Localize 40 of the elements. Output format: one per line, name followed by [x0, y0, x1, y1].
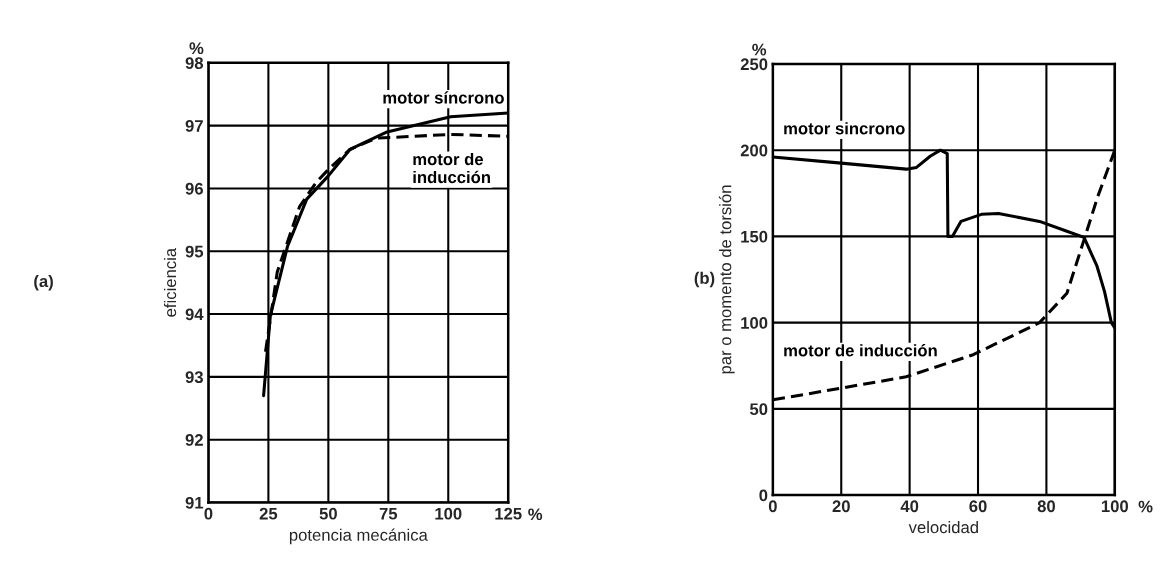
- x-axis-title: velocidad: [908, 521, 978, 534]
- text: (a): [34, 274, 53, 291]
- series-label: motor síncrono: [383, 91, 504, 104]
- y-tick-label: 50: [749, 403, 768, 416]
- y-tick-label: 97: [185, 120, 203, 132]
- x-tick-label: 0: [204, 507, 213, 520]
- x-tick-label: 125: [495, 507, 522, 520]
- y-axis-title: par o momento de torsión: [718, 185, 735, 374]
- text: %: [189, 42, 204, 55]
- y-tick-label: 91: [185, 496, 204, 509]
- series-label: motor sincrono: [784, 122, 905, 135]
- y-tick-label: 200: [740, 144, 768, 157]
- text: %: [752, 43, 767, 56]
- x-tick-label: 60: [969, 500, 987, 513]
- x-tick-label: 100: [1101, 500, 1129, 513]
- y-tick-label: 96: [185, 182, 203, 195]
- x-tick-label: 50: [319, 507, 337, 520]
- series-label: motor de inducción: [784, 344, 937, 357]
- x-tick-label: 20: [832, 500, 850, 513]
- y-axis-title: eficiencia: [163, 247, 177, 317]
- x-tick-label: 0: [768, 500, 777, 513]
- text: %: [1138, 500, 1153, 513]
- y-tick-label: 95: [185, 245, 204, 258]
- x-tick-label: 25: [259, 507, 278, 520]
- x-tick-label: 100: [435, 507, 462, 520]
- series-label: motor de inducción: [413, 152, 490, 184]
- y-tick-label: 250: [740, 58, 768, 71]
- text: %: [528, 508, 543, 521]
- y-tick-label: 93: [185, 371, 203, 384]
- y-tick-label: 100: [741, 317, 768, 329]
- y-tick-label: 98: [185, 57, 204, 70]
- text: (b): [694, 271, 715, 288]
- x-tick-label: 80: [1037, 500, 1055, 513]
- y-tick-label: 0: [759, 489, 768, 502]
- x-tick-label: 75: [379, 507, 398, 520]
- x-tick-label: 40: [900, 500, 919, 513]
- x-axis-title: potencia mecánica: [289, 528, 428, 545]
- y-tick-label: 150: [741, 230, 768, 243]
- y-tick-label: 92: [185, 434, 203, 446]
- y-tick-label: 94: [185, 308, 204, 321]
